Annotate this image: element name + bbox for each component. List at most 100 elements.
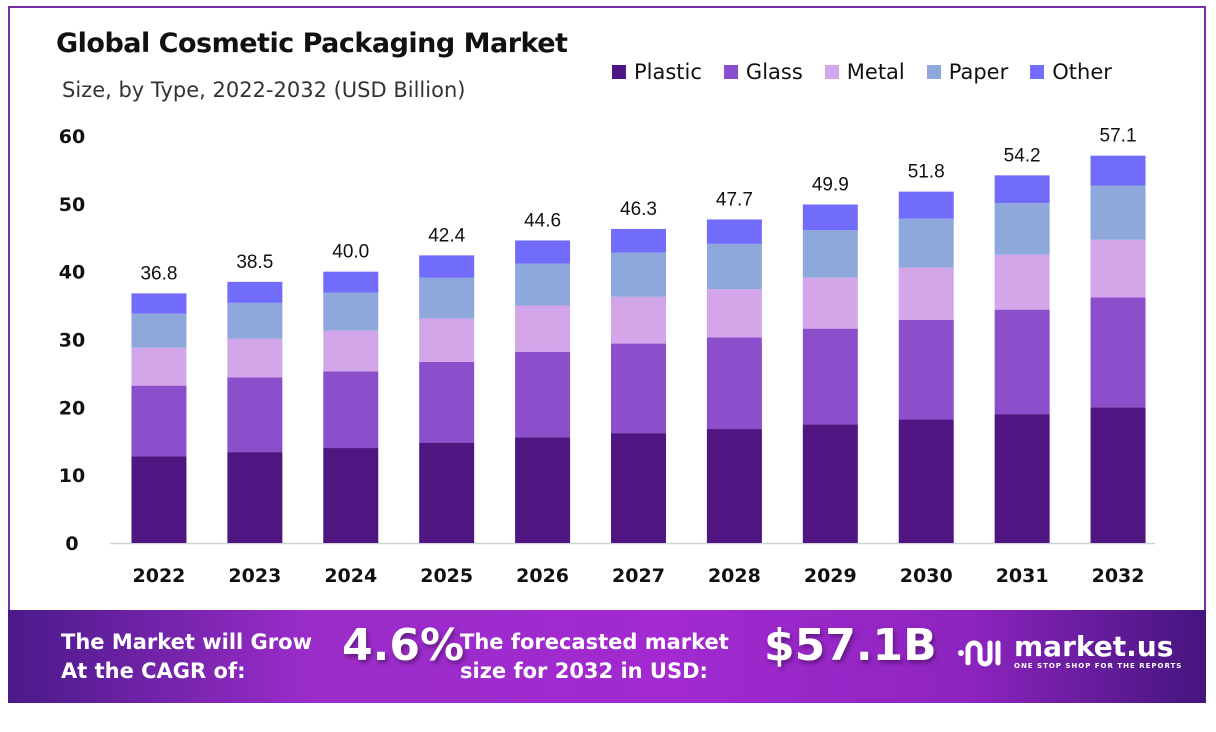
bar-segment-metal (323, 330, 379, 372)
cagr-label-line1: The Market will Grow (61, 630, 312, 654)
bar-segment-metal (898, 267, 954, 320)
footer-banner: The Market will Grow At the CAGR of: 4.6… (8, 610, 1206, 703)
bar-total-label: 38.5 (236, 252, 273, 273)
cagr-label-line2: At the CAGR of: (61, 659, 246, 683)
legend-item-other: Other (1030, 60, 1112, 84)
legend-swatch-paper (926, 65, 941, 79)
bar-segment-plastic (802, 424, 858, 543)
bar-segment-plastic (419, 442, 475, 543)
y-tick-label: 30 (59, 330, 85, 352)
bar-segment-other (515, 240, 571, 264)
legend: Plastic Glass Metal Paper Other (612, 60, 1112, 84)
bar-segment-glass (802, 328, 858, 425)
bar-segment-paper (994, 203, 1050, 255)
y-tick-label: 50 (59, 194, 85, 216)
bar-segment-paper (706, 243, 762, 290)
legend-label-metal: Metal (846, 60, 905, 84)
legend-item-plastic: Plastic (612, 60, 702, 84)
bar-segment-other (994, 175, 1050, 204)
y-tick-label: 10 (59, 465, 85, 487)
brand-name: market.us (1014, 630, 1174, 663)
bar-segment-glass (611, 343, 666, 434)
bar-total-label: 42.4 (428, 225, 465, 246)
bar-segment-glass (227, 377, 283, 453)
bar-segment-other (227, 281, 283, 303)
legend-item-metal: Metal (824, 60, 905, 84)
forecast-label-line2: size for 2032 in USD: (460, 659, 708, 683)
y-tick-label: 0 (65, 533, 78, 555)
bar-segment-glass (898, 319, 954, 420)
bar-total-label: 36.8 (140, 263, 177, 284)
legend-label-glass: Glass (745, 60, 803, 84)
legend-label-paper: Paper (948, 60, 1009, 84)
bar-segment-metal (706, 289, 762, 338)
bar-segment-paper (323, 292, 379, 331)
bar-segment-glass (419, 361, 475, 443)
bar-segment-plastic (227, 452, 283, 543)
x-tick-label: 2024 (324, 565, 377, 587)
x-tick-label: 2023 (228, 565, 281, 587)
bar-segment-other (706, 219, 762, 244)
chart-title: Global Cosmetic Packaging Market (56, 28, 568, 59)
bar-segment-paper (419, 277, 475, 319)
bar-segment-other (611, 228, 666, 253)
x-tick-label: 2025 (420, 565, 473, 587)
bar-total-label: 40.0 (332, 242, 369, 263)
bar-total-label: 54.2 (1004, 145, 1041, 166)
bar-segment-metal (131, 347, 187, 386)
bar-total-label: 44.6 (524, 210, 561, 231)
bar-segment-paper (802, 230, 858, 278)
legend-label-plastic: Plastic (634, 60, 702, 84)
legend-label-other: Other (1052, 60, 1112, 84)
x-tick-label: 2032 (1092, 565, 1145, 587)
bar-segment-metal (419, 318, 475, 362)
bar-segment-other (1090, 155, 1146, 186)
bar-total-label: 51.8 (908, 162, 945, 183)
forecast-label-line1: The forecasted market (460, 630, 729, 654)
legend-swatch-other (1030, 65, 1045, 79)
forecast-label: The forecasted market size for 2032 in U… (460, 628, 729, 686)
bar-segment-metal (611, 296, 666, 344)
legend-item-paper: Paper (926, 60, 1009, 84)
x-tick-label: 2029 (804, 565, 857, 587)
y-tick-label: 60 (59, 126, 85, 148)
bar-segment-plastic (898, 419, 954, 543)
bar-segment-metal (802, 277, 858, 329)
bar-segment-paper (1090, 185, 1146, 240)
legend-item-glass: Glass (723, 60, 803, 84)
bar-segment-glass (323, 371, 379, 449)
bar-segment-glass (515, 351, 571, 438)
bar-segment-paper (611, 252, 666, 297)
bar-segment-plastic (706, 429, 762, 543)
legend-swatch-plastic (612, 65, 626, 79)
bar-total-label: 57.1 (1100, 126, 1137, 147)
bar-segment-plastic (515, 437, 571, 543)
bar-segment-paper (898, 218, 954, 268)
bar-segment-metal (515, 305, 571, 352)
bar-segment-other (323, 271, 379, 293)
bar-total-label: 49.9 (812, 175, 849, 196)
x-tick-label: 2031 (996, 565, 1049, 587)
bar-segment-glass (994, 309, 1050, 415)
y-tick-label: 40 (59, 262, 85, 284)
bar-segment-paper (515, 263, 571, 306)
bar-segment-glass (131, 385, 187, 457)
bar-segment-other (898, 191, 954, 219)
stacked-bar-chart: 010203040506036.8202238.5202340.0202442.… (59, 126, 1155, 587)
bar-segment-plastic (323, 448, 379, 543)
bar-total-label: 46.3 (620, 199, 657, 220)
bar-segment-metal (994, 254, 1050, 310)
legend-swatch-metal (824, 65, 839, 79)
bar-segment-plastic (131, 456, 187, 543)
chart-subtitle: Size, by Type, 2022-2032 (USD Billion) (62, 78, 466, 102)
bar-segment-glass (706, 337, 762, 430)
brand-logo: market.us ONE STOP SHOP FOR THE REPORTS (956, 632, 1182, 670)
bar-segment-plastic (994, 414, 1050, 543)
x-tick-label: 2026 (516, 565, 569, 587)
bar-segment-plastic (1090, 407, 1146, 543)
x-tick-label: 2022 (133, 565, 186, 587)
bar-segment-paper (227, 302, 283, 339)
x-tick-label: 2028 (708, 565, 761, 587)
legend-swatch-glass (723, 65, 738, 79)
bar-total-label: 47.7 (716, 189, 753, 210)
